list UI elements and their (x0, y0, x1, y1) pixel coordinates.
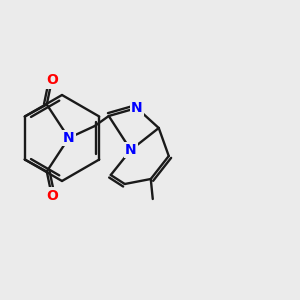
Text: N: N (131, 101, 142, 115)
Text: N: N (63, 131, 75, 145)
Text: O: O (46, 188, 58, 203)
Text: N: N (125, 143, 136, 157)
Text: O: O (46, 74, 58, 88)
